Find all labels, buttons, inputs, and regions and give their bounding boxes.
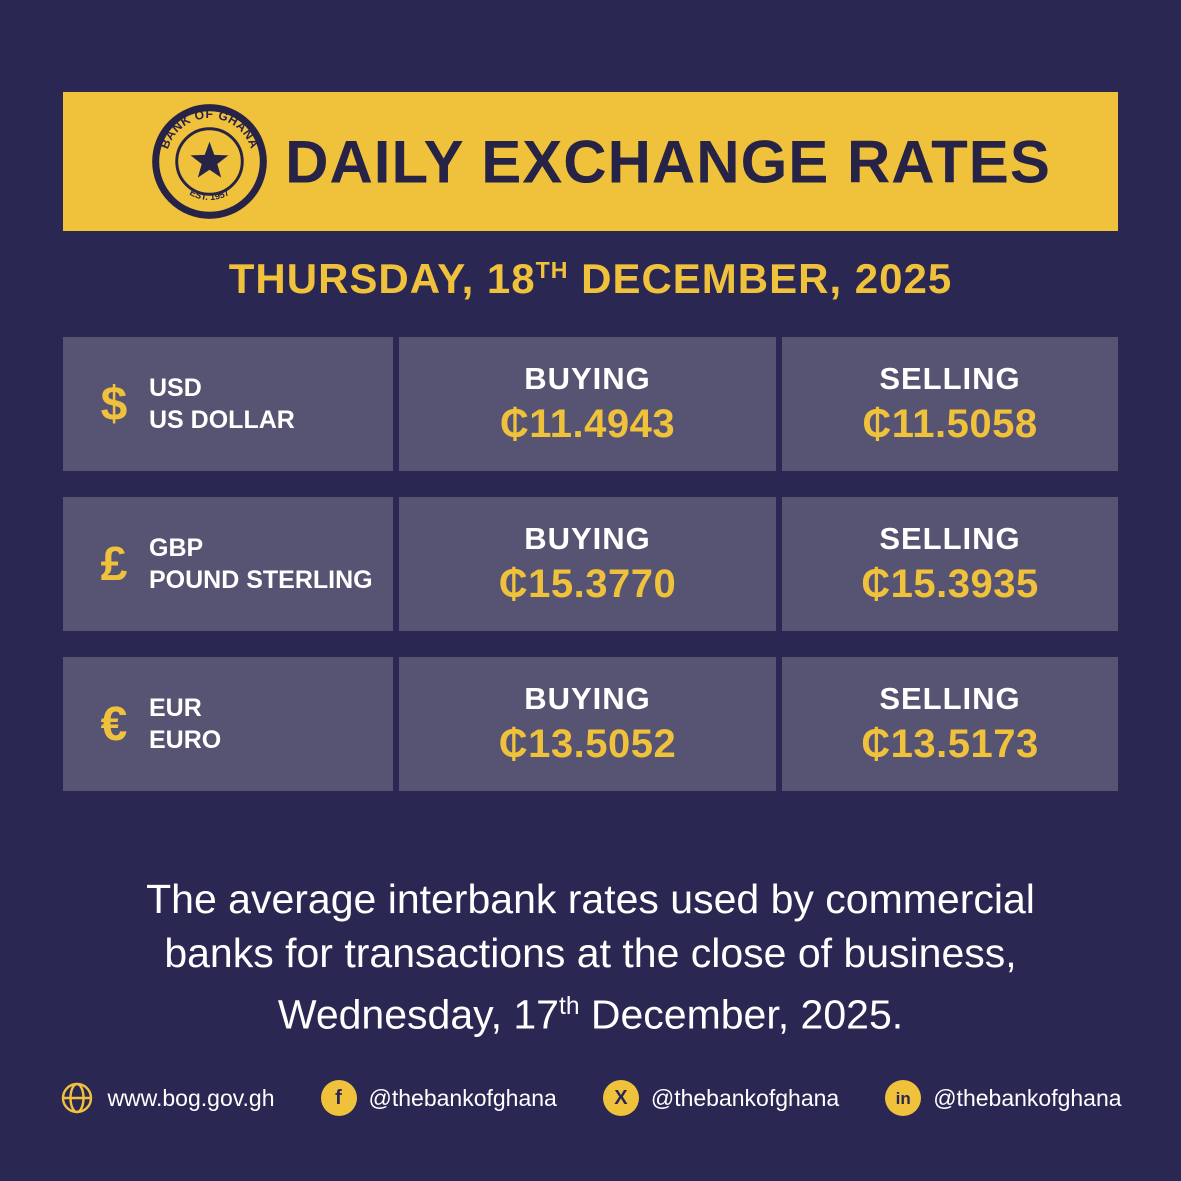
x-icon: X [602, 1080, 639, 1116]
star-icon [190, 141, 229, 178]
logo-est-text: EST. 1957 [188, 187, 231, 202]
x-handle: @thebankofghana [650, 1084, 840, 1111]
currency-cell-eur: € EUR EURO [63, 657, 393, 791]
selling-label: SELLING [879, 521, 1021, 556]
buying-label: BUYING [524, 521, 651, 556]
currency-label-eur: EUR EURO [149, 692, 221, 757]
linkedin-icon: in [885, 1080, 922, 1116]
euro-icon: € [100, 697, 128, 751]
website-item: www.bog.gov.gh [59, 1080, 275, 1116]
x-item: X @thebankofghana [602, 1080, 840, 1116]
currency-code: EUR [149, 693, 202, 722]
facebook-item: f @thebankofghana [320, 1080, 557, 1116]
selling-value-eur: ₵13.5173 [861, 722, 1039, 766]
currency-cell-gbp: £ GBP POUND STERLING [63, 497, 393, 631]
globe-icon [62, 1082, 93, 1114]
buying-value-usd: ₵11.4943 [499, 402, 676, 446]
currency-code: USD [149, 373, 202, 402]
buying-cell-gbp: BUYING ₵15.3770 [399, 497, 776, 631]
currency-name: US DOLLAR [149, 406, 295, 434]
linkedin-handle: @thebankofghana [933, 1084, 1122, 1111]
currency-name: POUND STERLING [149, 566, 373, 594]
footnote-line-3: Wednesday, 17th December, 2025. [0, 980, 1181, 1042]
selling-value-gbp: ₵15.3935 [861, 562, 1039, 606]
buying-label: BUYING [524, 361, 651, 396]
date-ordinal: TH [535, 257, 569, 283]
website-url: www.bog.gov.gh [107, 1084, 275, 1111]
footnote-line-1: The average interbank rates used by comm… [146, 876, 1035, 922]
currency-cell-usd: $ USD US DOLLAR [63, 337, 393, 471]
footnote: The average interbank rates used by comm… [0, 872, 1181, 1042]
buying-value-gbp: ₵15.3770 [498, 562, 677, 606]
linkedin-item: in @thebankofghana [885, 1080, 1122, 1116]
currency-label-usd: USD US DOLLAR [149, 372, 295, 437]
page-title: DAILY EXCHANGE RATES [285, 128, 1051, 195]
facebook-icon: f [320, 1080, 357, 1116]
selling-value-usd: ₵11.5058 [862, 402, 1038, 446]
buying-label: BUYING [524, 681, 651, 716]
footnote-line-2: banks for transactions at the close of b… [164, 930, 1017, 976]
header-banner: BANK OF GHANA EST. 1957 DAILY EXCHANGE R… [63, 92, 1118, 231]
rate-row-usd: $ USD US DOLLAR BUYING ₵11.4943 SELLING … [63, 337, 1118, 471]
selling-cell-eur: SELLING ₵13.5173 [782, 657, 1118, 791]
currency-code: GBP [149, 533, 204, 562]
footnote-date-suffix: December, 2025. [579, 991, 904, 1038]
selling-label: SELLING [879, 361, 1021, 396]
dollar-icon: $ [100, 377, 128, 431]
facebook-handle: @thebankofghana [368, 1084, 557, 1111]
date-prefix: THURSDAY, 18 [228, 255, 536, 302]
buying-cell-usd: BUYING ₵11.4943 [399, 337, 776, 471]
selling-label: SELLING [879, 681, 1021, 716]
svg-text:EST. 1957: EST. 1957 [188, 187, 231, 202]
social-footer: www.bog.gov.gh f @thebankofghana X @theb… [0, 1080, 1181, 1116]
date-line: THURSDAY, 18TH DECEMBER, 2025 [0, 255, 1181, 303]
buying-cell-eur: BUYING ₵13.5052 [399, 657, 776, 791]
rate-row-gbp: £ GBP POUND STERLING BUYING ₵15.3770 SEL… [63, 497, 1118, 631]
currency-label-gbp: GBP POUND STERLING [149, 532, 373, 597]
selling-cell-gbp: SELLING ₵15.3935 [782, 497, 1118, 631]
buying-value-eur: ₵13.5052 [498, 722, 677, 766]
footnote-date-ordinal: th [558, 993, 580, 1020]
rate-row-eur: € EUR EURO BUYING ₵13.5052 SELLING ₵13.5… [63, 657, 1118, 791]
currency-name: EURO [149, 726, 222, 754]
selling-cell-usd: SELLING ₵11.5058 [782, 337, 1118, 471]
date-suffix: DECEMBER, 2025 [568, 255, 953, 302]
pound-icon: £ [100, 537, 128, 591]
footnote-date-prefix: Wednesday, 17 [277, 991, 559, 1038]
bank-of-ghana-logo-icon: BANK OF GHANA EST. 1957 [152, 104, 267, 219]
rates-table: $ USD US DOLLAR BUYING ₵11.4943 SELLING … [63, 337, 1118, 791]
